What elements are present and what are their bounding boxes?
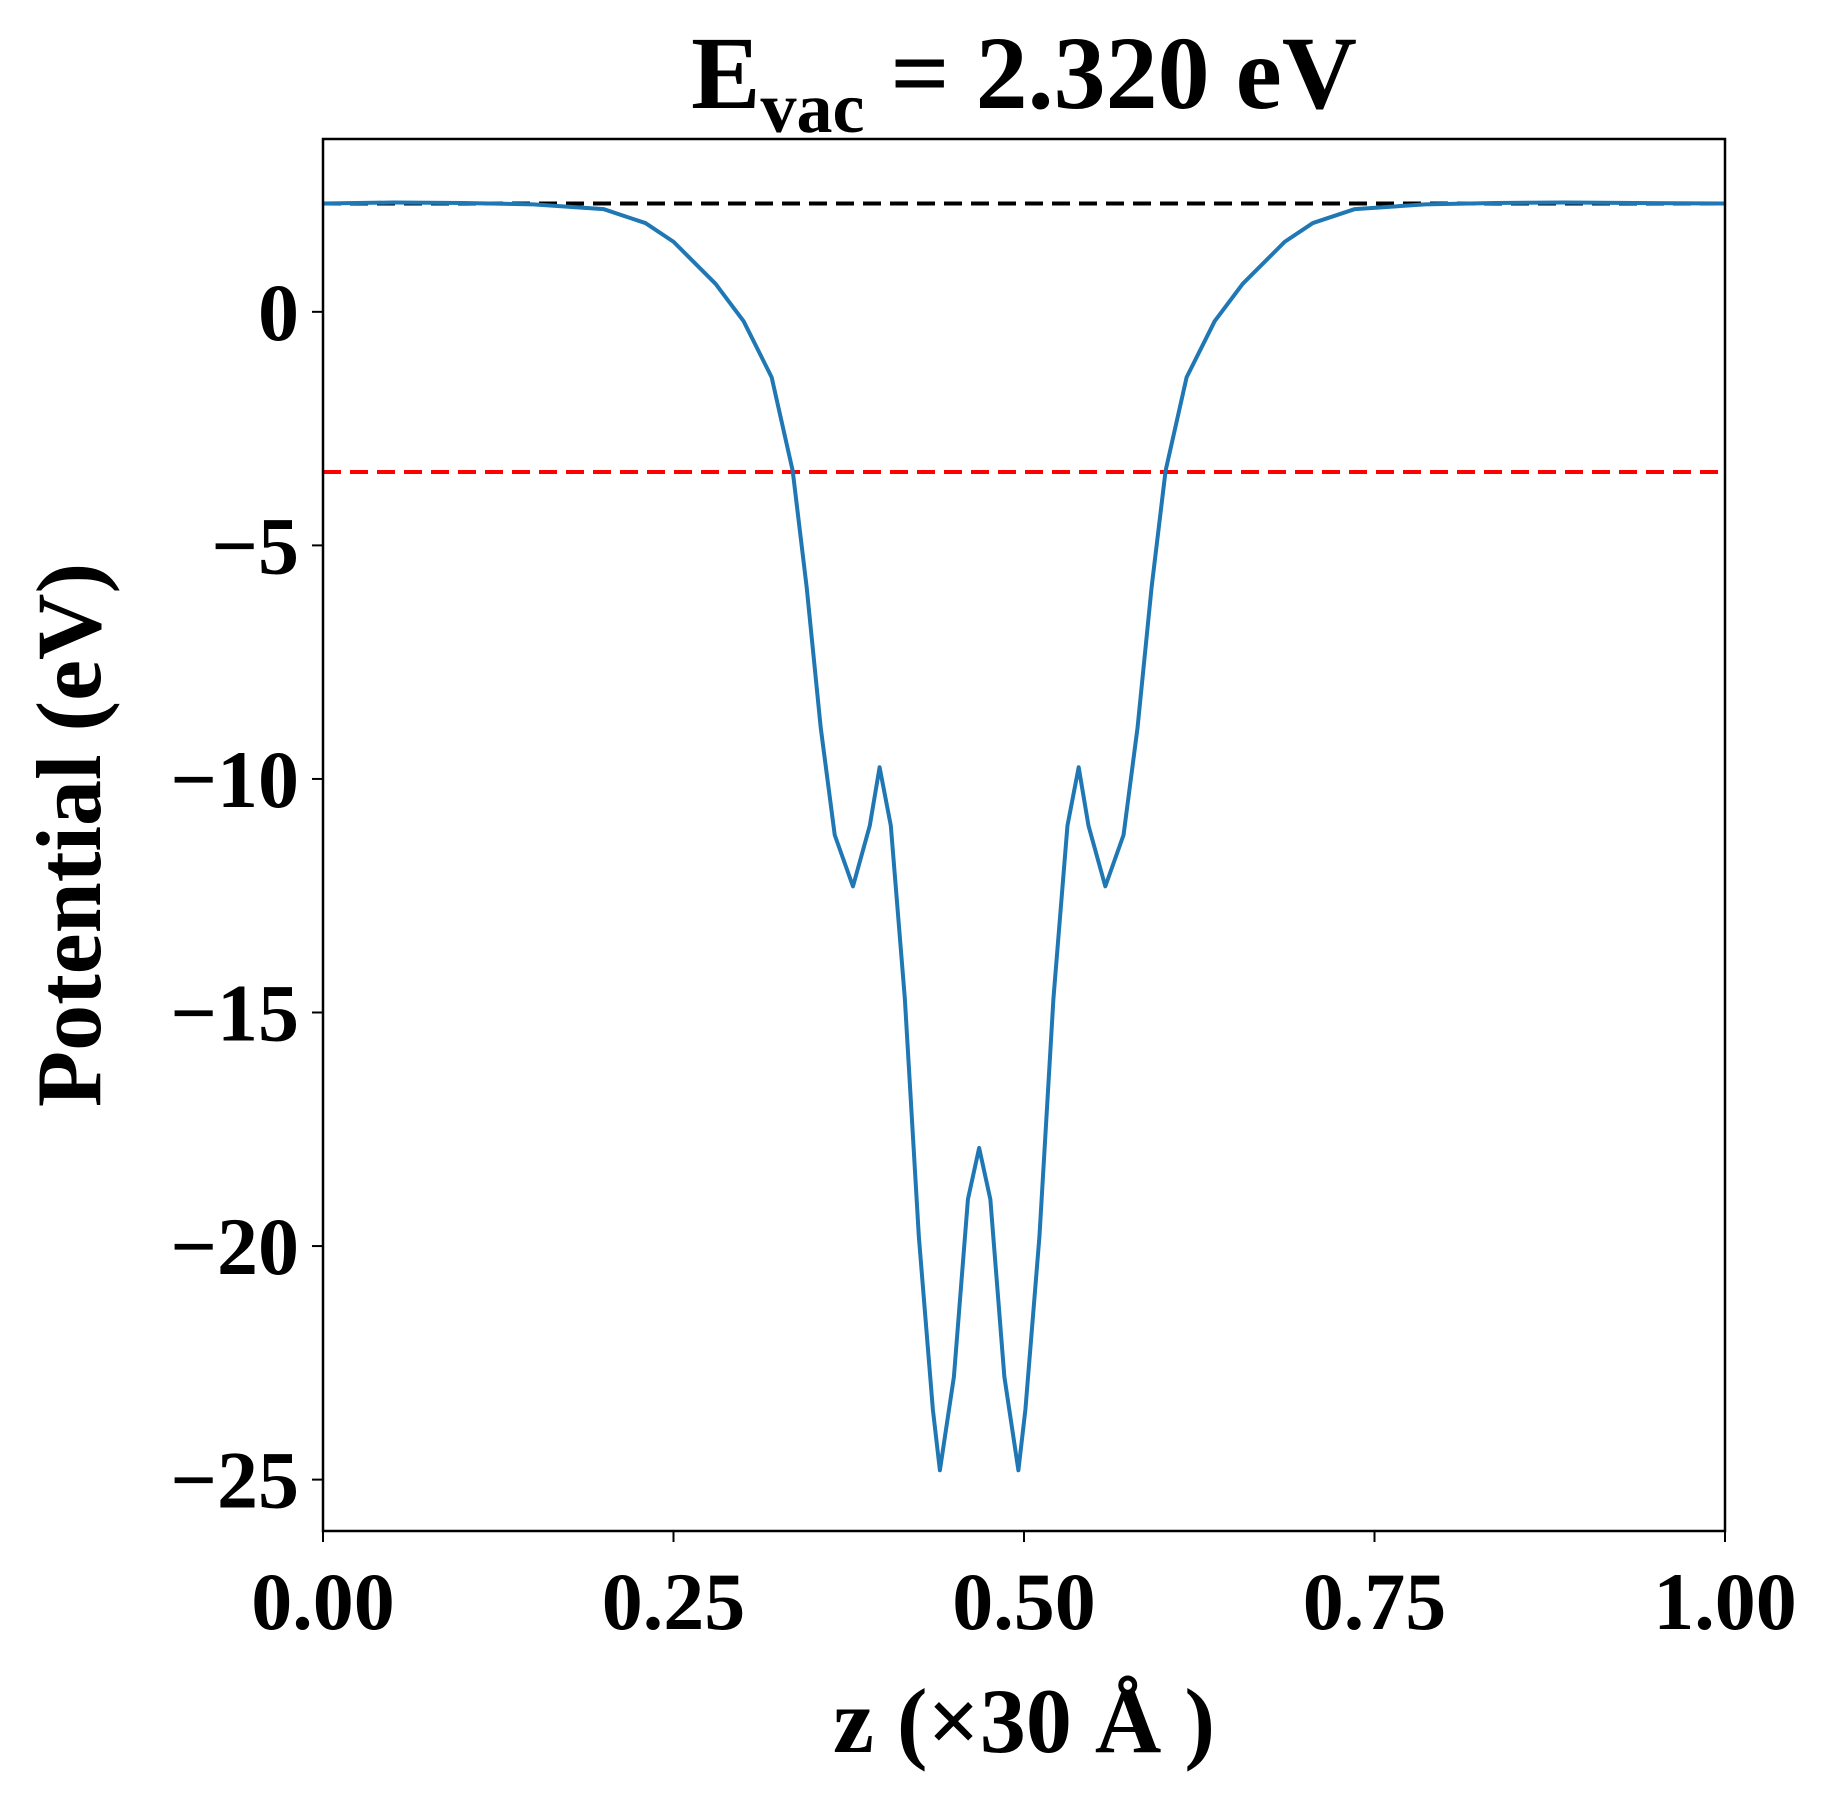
y-axis-label: Potential (eV) <box>18 563 120 1107</box>
chart-title: Evac = 2.320 eV <box>691 16 1357 148</box>
title-rest: = 2.320 eV <box>864 16 1357 131</box>
x-tick-label: 0.50 <box>952 1556 1096 1647</box>
plot-frame <box>321 137 1727 1533</box>
title-subscript: vac <box>760 68 864 148</box>
y-tick-label: −10 <box>170 734 299 825</box>
x-tick-label: 1.00 <box>1653 1556 1797 1647</box>
y-tick-label: −15 <box>170 968 299 1059</box>
x-axis-label: z (×30 Å ) <box>833 1670 1215 1772</box>
y-tick-label: −20 <box>170 1201 299 1292</box>
y-tick-label: 0 <box>258 267 299 358</box>
y-tick-label: −25 <box>170 1435 299 1526</box>
x-tick-label: 0.75 <box>1303 1556 1447 1647</box>
x-tick-label: 0.00 <box>251 1556 395 1647</box>
line-series <box>322 200 1726 1473</box>
title-main: E <box>691 16 760 131</box>
y-tick-label: −5 <box>211 500 299 591</box>
x-tick-label: 0.25 <box>602 1556 746 1647</box>
